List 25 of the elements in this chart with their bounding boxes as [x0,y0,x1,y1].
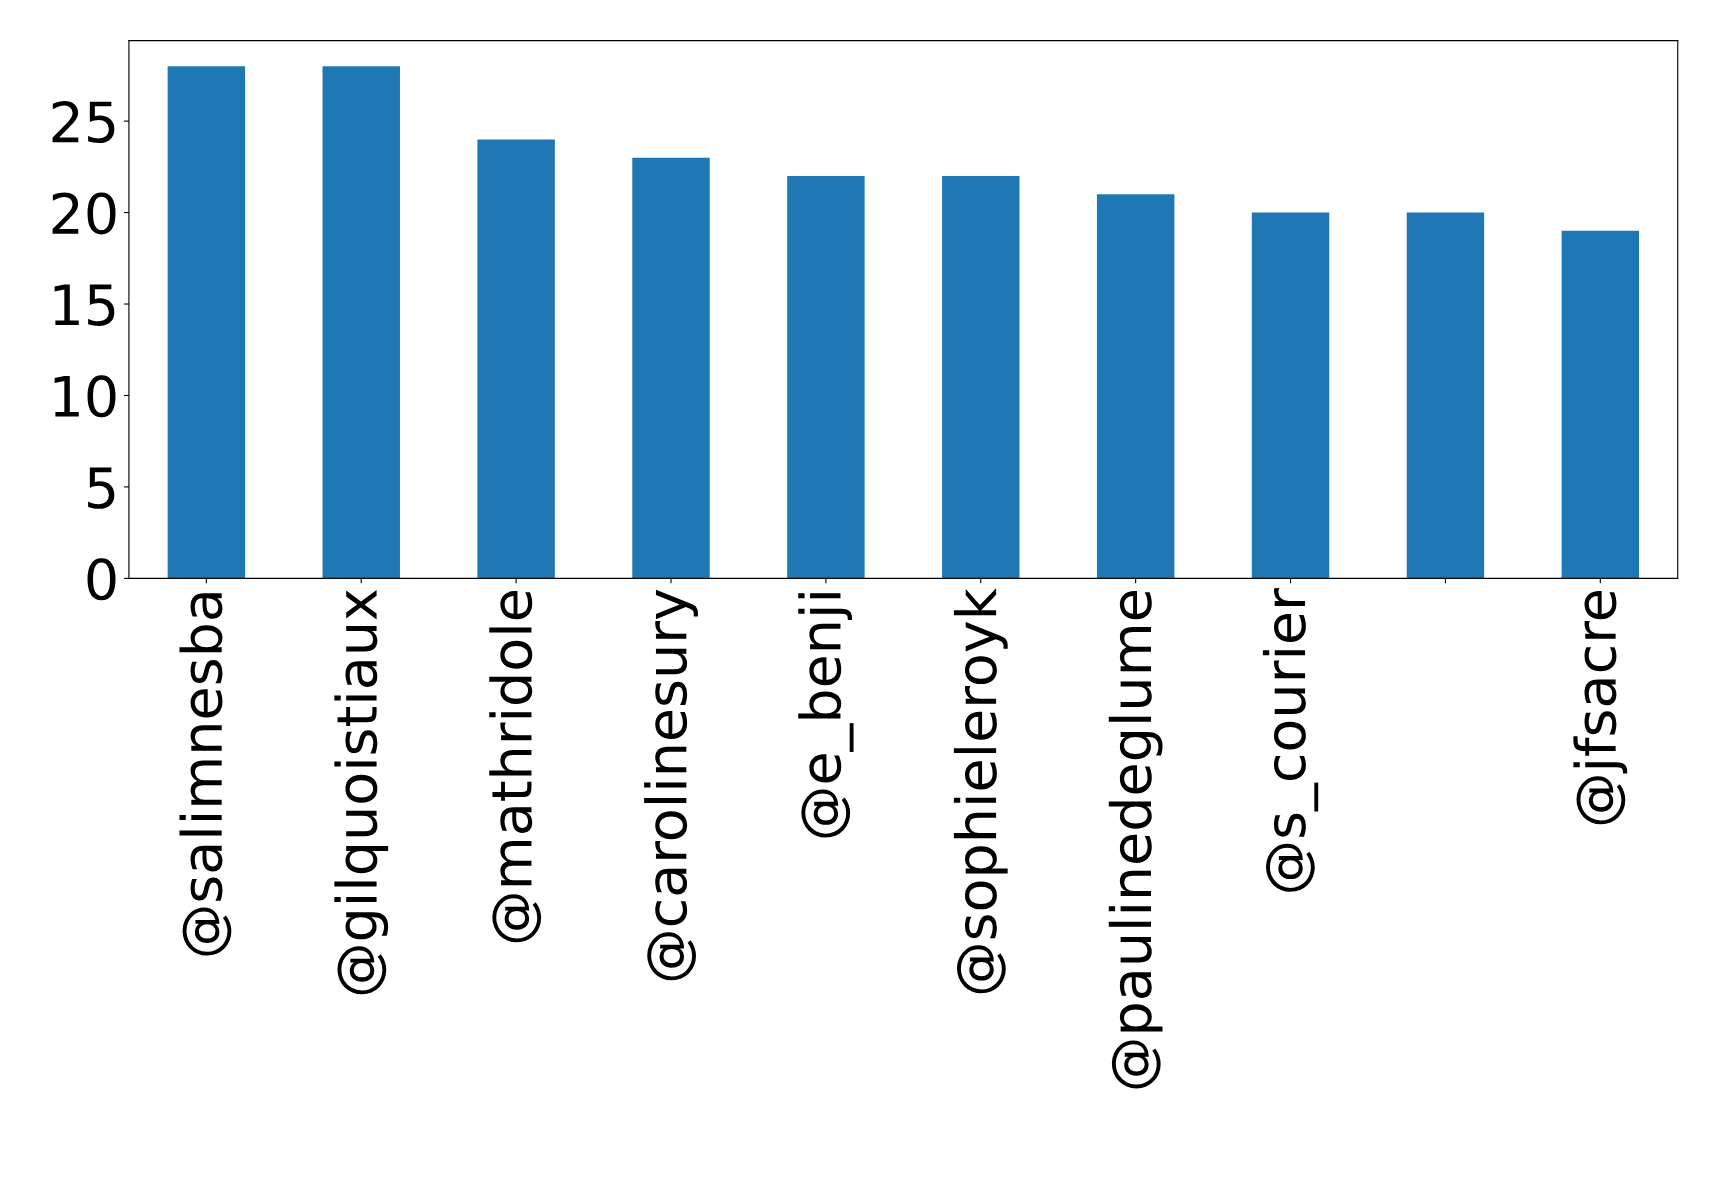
bar [1096,194,1175,579]
x-tick-label: @s_courier [1262,588,1319,892]
y-tick-label: 5 [88,467,115,509]
y-tick-label: 0 [87,558,116,601]
x-tick-label: @jfsacre [1573,591,1628,825]
y-tick-label: 10 [54,375,116,418]
bar [1406,212,1485,579]
x-tick-label: @sophieleroyk [953,588,1008,994]
bar [1561,230,1640,579]
x-tick-label: @e_benji [798,593,854,838]
y-tick-label: 20 [52,192,116,235]
bar [167,66,246,579]
x-tick-label: @salimnesba [179,593,232,956]
x-tick-label: @paulinedeglume [1108,591,1163,1089]
bar [942,175,1020,579]
bar [322,66,400,579]
y-tick-label: 25 [52,100,115,144]
x-tick-label: @mathridole [489,591,542,943]
x-tick-label: @carolinesury [644,589,698,981]
bar [1251,212,1330,579]
bar [632,157,710,579]
y-tick-label: 15 [54,284,115,326]
x-tick-label: @gilquoistiaux [334,589,389,995]
bar [787,175,865,579]
bar [477,139,555,579]
